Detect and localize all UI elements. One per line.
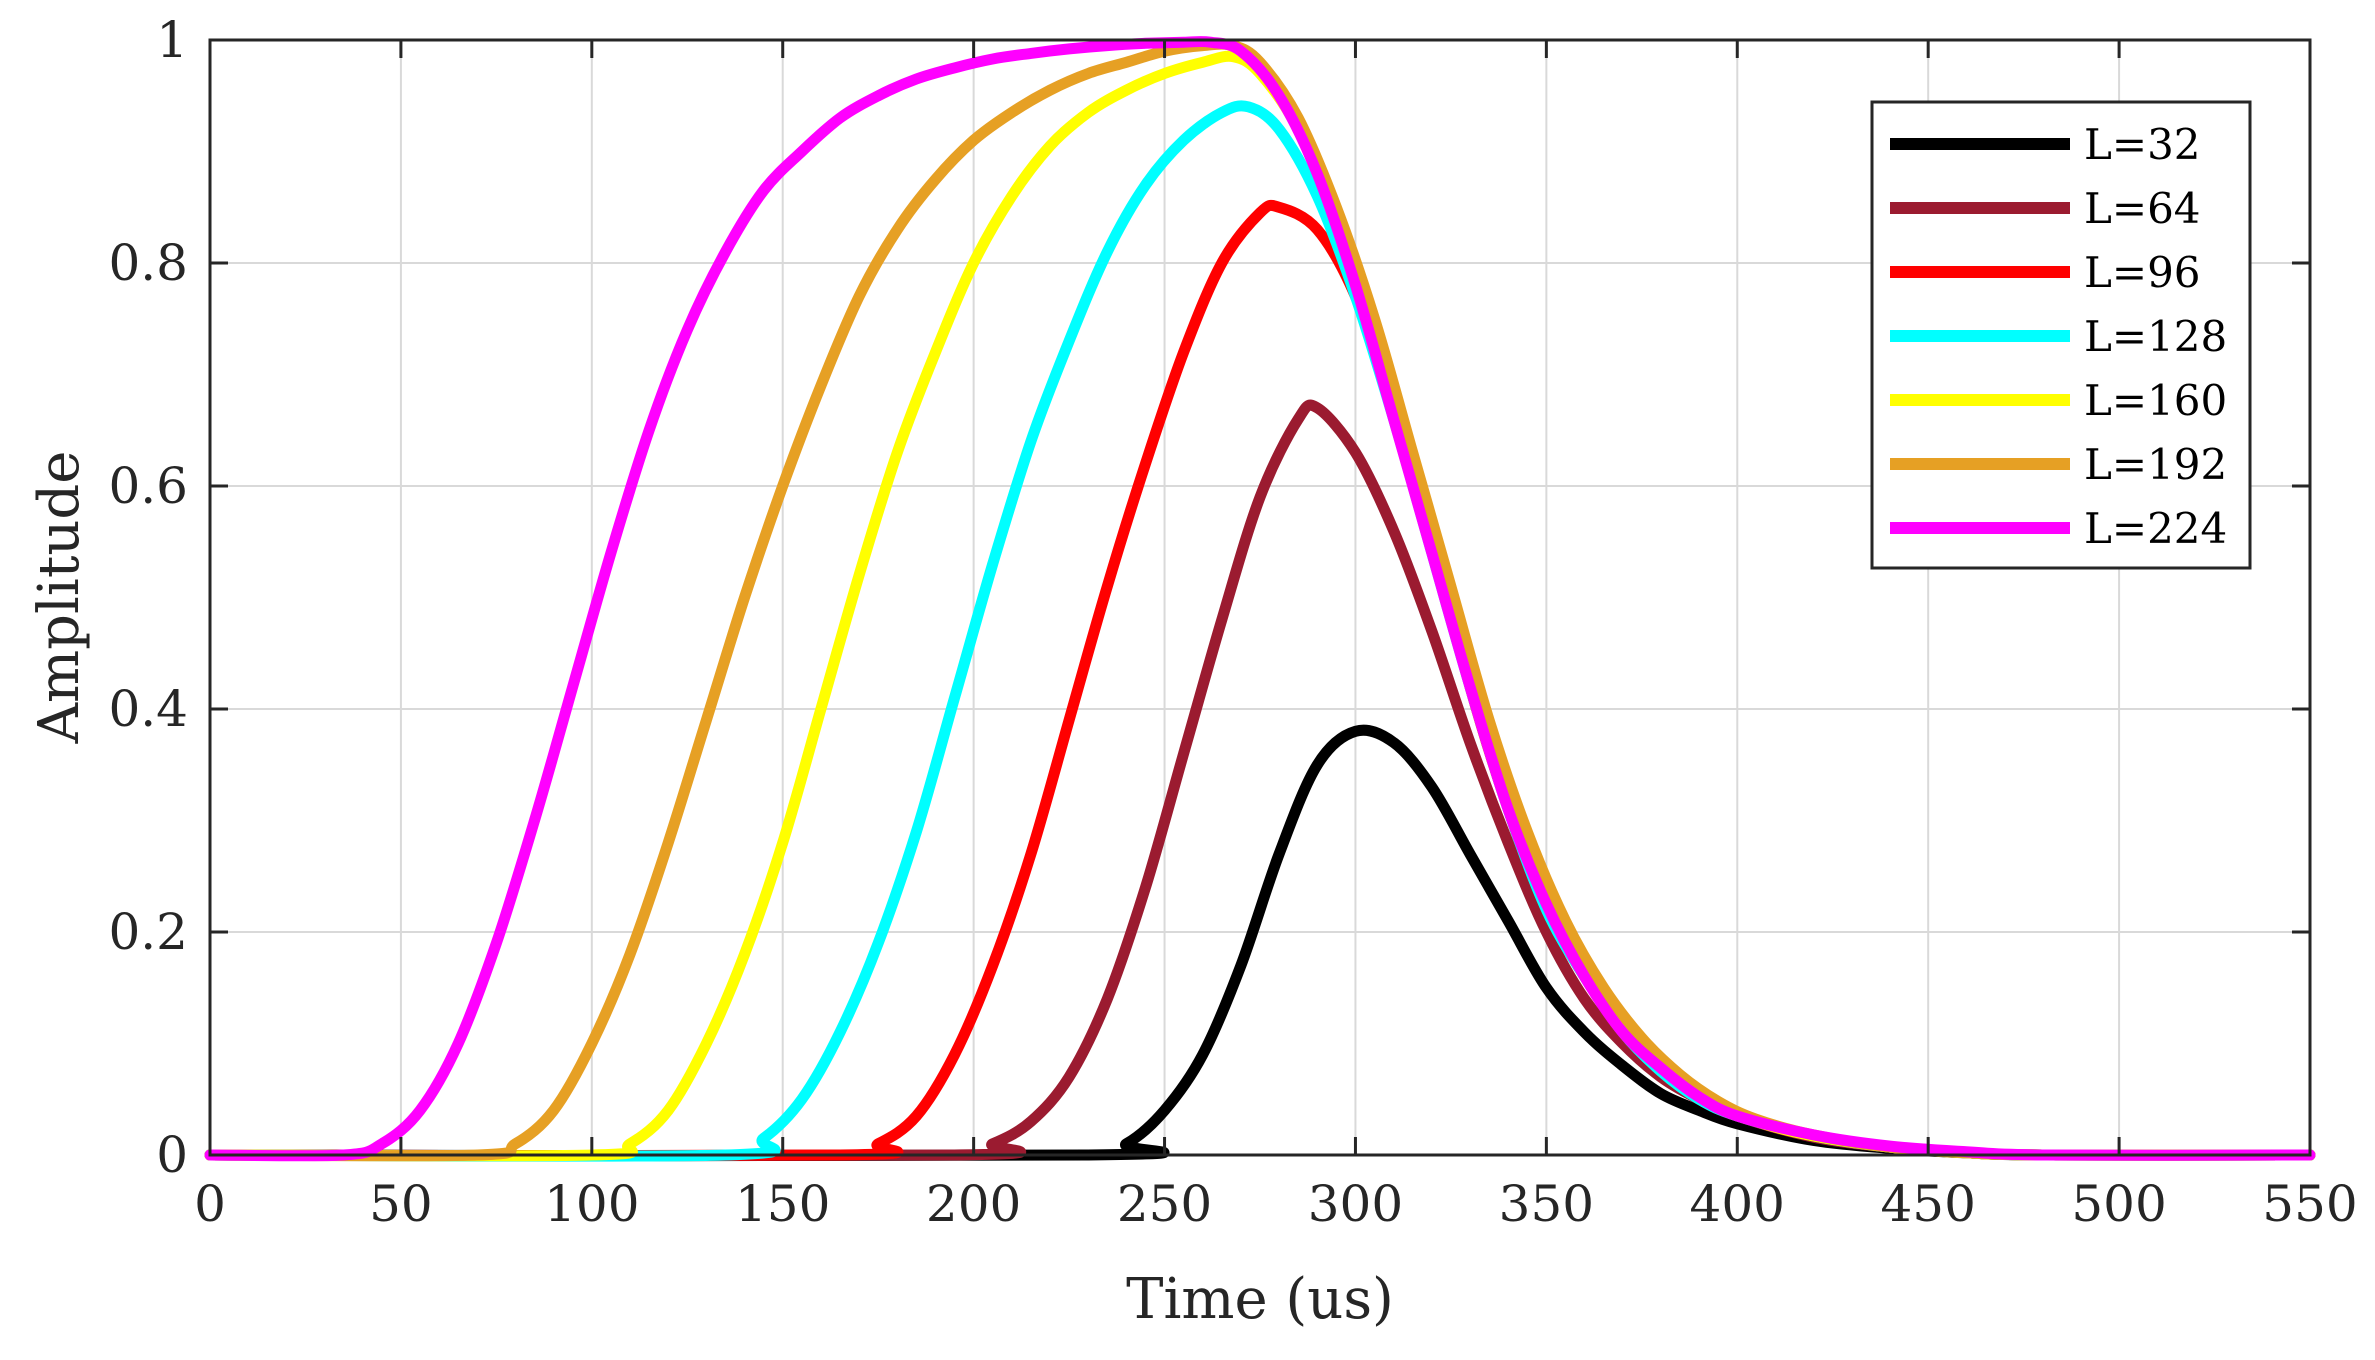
y-tick-label: 1 (156, 11, 188, 69)
series-line-l-32 (204, 724, 2316, 1162)
x-tick-label: 350 (1499, 1175, 1594, 1233)
y-tick-label: 0 (156, 1126, 188, 1184)
plot-series (204, 35, 2316, 1162)
legend-label: L=32 (2084, 120, 2201, 169)
legend-label: L=160 (2084, 376, 2227, 425)
axis-ticks: 0 50 100 150 200 250 300 350 400 450 500 550 0 0.2 0.4… (108, 11, 2357, 1233)
x-tick-label: 550 (2262, 1175, 2357, 1233)
x-tick-label: 500 (2071, 1175, 2166, 1233)
x-tick-label: 50 (369, 1175, 433, 1233)
x-tick-label: 300 (1308, 1175, 1403, 1233)
legend: L=32 L=64 L=96 L=128 L=160 L=192 L=224 (1870, 100, 2252, 570)
legend-label: L=192 (2084, 440, 2227, 489)
x-tick-label: 200 (926, 1175, 1021, 1233)
x-tick-label: 0 (194, 1175, 226, 1233)
y-tick-label: 0.2 (108, 903, 188, 961)
legend-label: L=224 (2084, 504, 2227, 553)
x-tick-label: 450 (1880, 1175, 1975, 1233)
axes-box (208, 38, 2312, 1157)
legend-label: L=128 (2084, 312, 2227, 361)
legend-label: L=96 (2084, 248, 2201, 297)
y-tick-label: 0.6 (108, 457, 188, 515)
x-tick-label: 150 (735, 1175, 830, 1233)
series-line-l-224 (204, 35, 2316, 1162)
y-tick-label: 0.8 (108, 234, 188, 292)
x-tick-label: 400 (1690, 1175, 1785, 1233)
legend-label: L=64 (2084, 184, 2201, 233)
x-tick-label: 100 (544, 1175, 639, 1233)
y-tick-label: 0.4 (108, 680, 188, 738)
x-tick-label: 250 (1117, 1175, 1212, 1233)
x-axis-label: Time (us) (1126, 1267, 1394, 1332)
y-axis-label: Amplitude (27, 451, 92, 745)
